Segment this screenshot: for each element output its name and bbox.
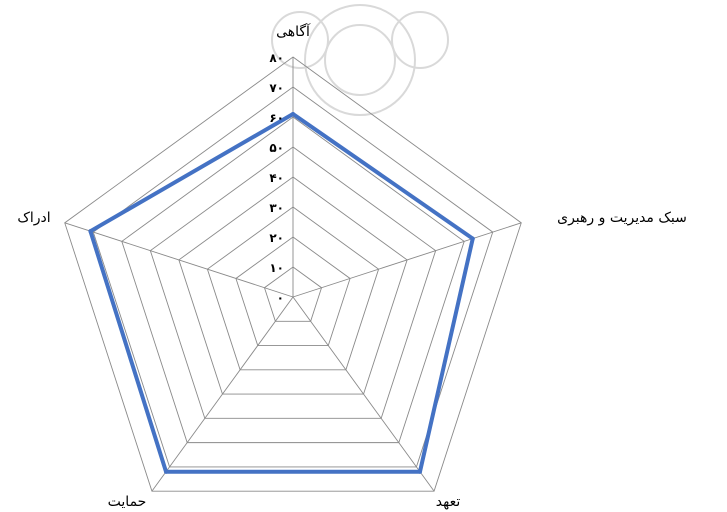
grid-ring-10 — [263, 266, 323, 322]
grid-ring-80 — [64, 56, 522, 492]
tick-label: ۰ — [277, 291, 284, 305]
tick-label: ۳۰ — [269, 201, 284, 215]
axis-label-4: ادراک — [17, 210, 50, 226]
tick-label: ۷۰ — [269, 81, 284, 95]
series-point-1 — [470, 236, 475, 241]
series-point-2 — [417, 469, 422, 474]
spoke-1 — [292, 222, 522, 298]
series-point-0 — [291, 112, 295, 116]
grid-ring-20 — [235, 236, 351, 346]
grid-ring-60 — [121, 116, 465, 444]
radar-spokes — [64, 57, 522, 492]
grid-ring-40 — [178, 176, 408, 395]
tick-label: ۴۰ — [269, 171, 284, 185]
grid-ring-30 — [206, 206, 380, 371]
radar-series — [88, 112, 475, 474]
axis-label-2: تعهد — [436, 494, 461, 510]
series-point-4 — [88, 229, 93, 234]
radial-tick-labels: ۰ ۱۰ ۲۰ ۳۰ ۴۰ ۵۰ ۶۰ ۷۰ ۸۰ — [269, 51, 284, 305]
grid-ring-70 — [92, 86, 494, 468]
tick-label: ۸۰ — [269, 51, 284, 65]
grid-ring-50 — [149, 146, 437, 419]
axis-label-3: حمایت — [108, 494, 147, 510]
tick-label: ۲۰ — [269, 231, 284, 245]
series-point-3 — [164, 469, 169, 474]
series-line-0 — [88, 112, 475, 474]
radar-grid — [64, 56, 522, 492]
watermark-decoration — [271, 4, 449, 116]
axis-label-0: آگاهی — [276, 23, 311, 40]
axis-labels: آگاهی سبک مدیریت و رهبری تعهد حمایت ادراک — [17, 23, 687, 510]
spoke-3 — [151, 296, 294, 492]
axis-label-1: سبک مدیریت و رهبری — [557, 210, 687, 226]
tick-label: ۶۰ — [269, 111, 284, 125]
tick-label: ۱۰ — [269, 261, 284, 275]
tick-label: ۵۰ — [269, 141, 284, 155]
spoke-4 — [64, 222, 294, 298]
spoke-2 — [292, 296, 435, 492]
